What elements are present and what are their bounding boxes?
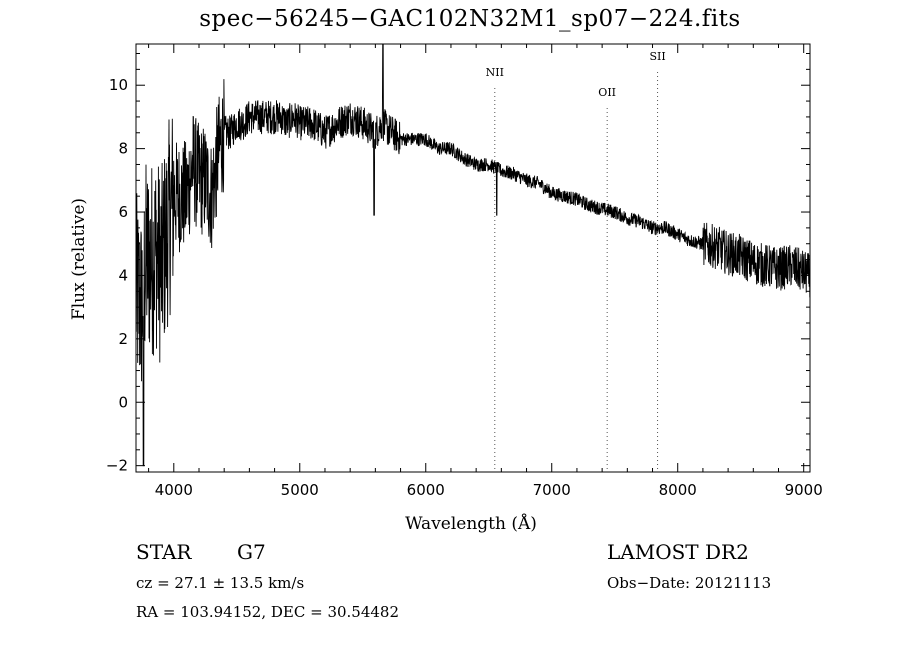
redshift-value: cz = 27.1 ± 13.5 km/s — [136, 574, 305, 592]
observation-date: Obs−Date: 20121113 — [607, 574, 772, 592]
emission-line-label: NII — [486, 66, 504, 79]
x-tick-label: 6000 — [407, 481, 445, 499]
emission-line-label: SII — [649, 50, 665, 63]
spectrum-series — [135, 43, 811, 467]
y-axis-label-group: Flux (relative) — [69, 198, 89, 320]
x-tick-label: 8000 — [659, 481, 697, 499]
x-tick-label: 4000 — [155, 481, 193, 499]
y-tick-label: 8 — [118, 140, 128, 158]
survey-name: LAMOST DR2 — [607, 540, 749, 564]
x-tick-label: 9000 — [785, 481, 823, 499]
chart-title: spec−56245−GAC102N32M1_sp07−224.fits — [199, 6, 741, 32]
plot-frame — [135, 43, 811, 473]
coordinates: RA = 103.94152, DEC = 30.54482 — [136, 603, 400, 621]
axis-ticks: 4000 5000 6000 7000 8000 9000 −2 0 2 4 6 8 10 — [106, 44, 823, 499]
y-tick-label: 6 — [118, 203, 128, 221]
x-tick-label: 5000 — [281, 481, 319, 499]
y-axis-label: Flux (relative) — [69, 198, 89, 320]
spectral-subclass: G7 — [237, 540, 266, 564]
object-type: STAR — [136, 540, 192, 564]
axes-frame — [135, 43, 811, 473]
y-tick-label: 0 — [118, 393, 128, 411]
y-tick-label: 10 — [109, 76, 128, 94]
emission-line-markers: NII OII SII — [486, 50, 666, 472]
y-tick-label: 4 — [118, 266, 128, 284]
x-axis-label: Wavelength (Å) — [405, 513, 537, 534]
y-tick-label: 2 — [118, 330, 128, 348]
emission-line-label: OII — [598, 86, 616, 99]
spectrum-line — [135, 43, 811, 467]
y-tick-label: −2 — [106, 457, 128, 475]
x-tick-label: 7000 — [533, 481, 571, 499]
